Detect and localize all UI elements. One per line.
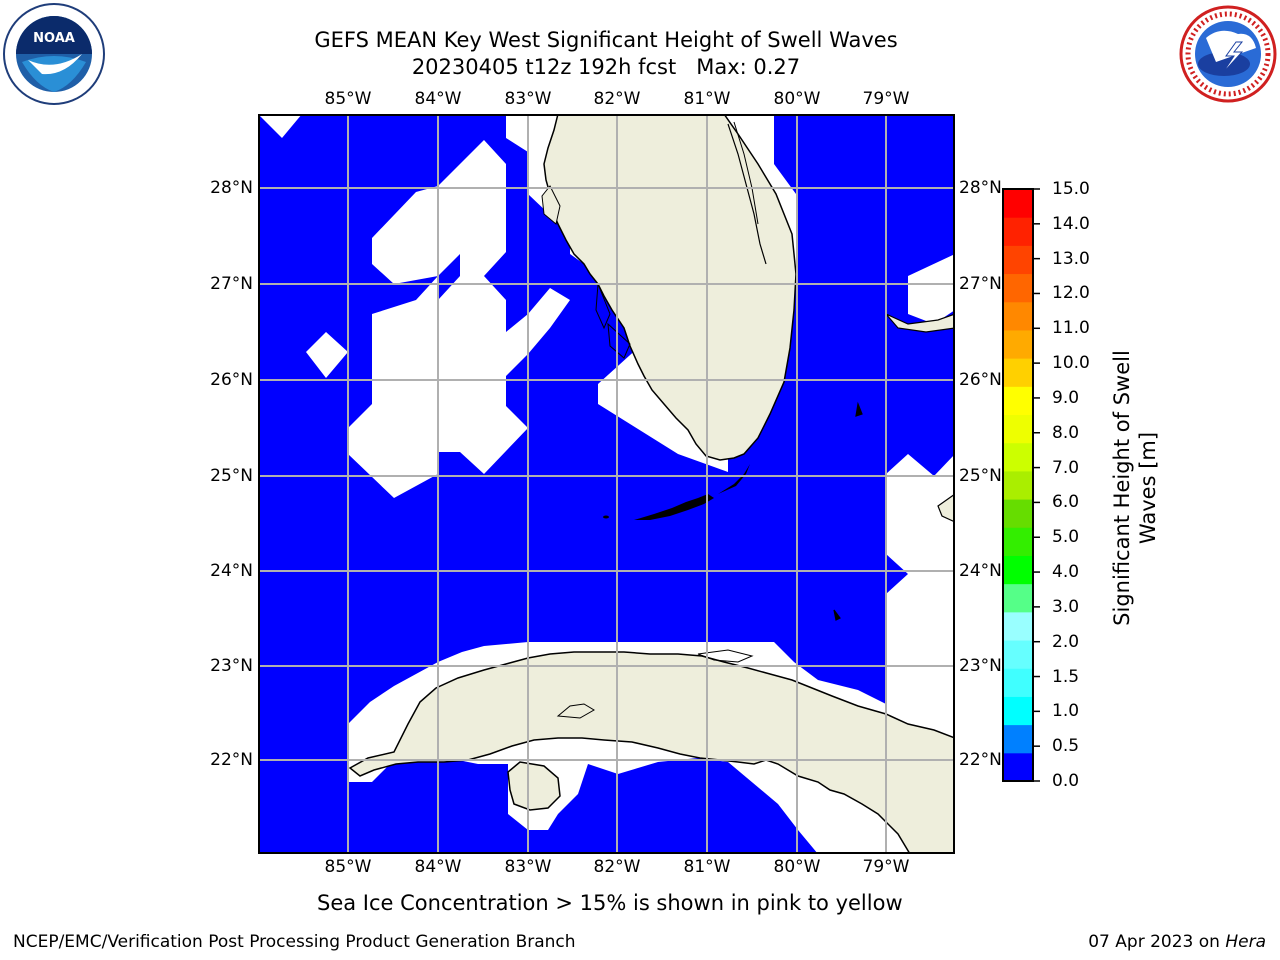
- graticule: [258, 114, 955, 854]
- colorbar-label: 6.0: [1052, 492, 1080, 513]
- colorbar-segment: [1003, 189, 1033, 218]
- colorbar-segment: [1003, 499, 1033, 528]
- colorbar-label: 1.0: [1052, 701, 1080, 722]
- footer-date: 07 Apr 2023 on: [1088, 932, 1226, 952]
- colorbar-segment: [1003, 724, 1033, 754]
- colorbar-label: 0.5: [1052, 736, 1080, 757]
- lat-tick-left: 25°N: [210, 466, 253, 486]
- colorbar-segment: [1003, 752, 1033, 782]
- colorbar-label: 5.0: [1052, 527, 1080, 548]
- sea-ice-note: Sea Ice Concentration > 15% is shown in …: [317, 891, 903, 915]
- map-frame: [258, 114, 955, 854]
- colorbar-title: Significant Height of Swell Waves [m]: [1109, 343, 1161, 633]
- land-florida: [541, 114, 797, 461]
- lat-tick-left: 23°N: [210, 656, 253, 676]
- lon-tick-bottom: 84°W: [414, 857, 462, 877]
- colorbar-segment: [1003, 358, 1033, 387]
- colorbar-segment: [1003, 386, 1033, 416]
- footer-left: NCEP/EMC/Verification Post Processing Pr…: [13, 932, 576, 952]
- lon-tick-bottom: 85°W: [324, 857, 372, 877]
- colorbar-title-line1: Significant Height of Swell: [1110, 350, 1134, 626]
- colorbar-segment: [1003, 329, 1033, 359]
- lat-tick-right: 22°N: [959, 750, 1002, 770]
- colorbar-label: 9.0: [1052, 387, 1080, 408]
- colorbar-label: 8.0: [1052, 422, 1080, 443]
- noaa-logo-text: NOAA: [33, 31, 75, 46]
- colorbar-segment: [1003, 640, 1033, 669]
- colorbar-label: 2.0: [1052, 631, 1080, 652]
- colorbar-label: 1.5: [1052, 666, 1080, 687]
- lon-tick-top: 82°W: [593, 89, 641, 109]
- lon-tick-top: 81°W: [683, 89, 731, 109]
- lon-tick-top: 79°W: [862, 89, 910, 109]
- lat-tick-left: 28°N: [210, 178, 253, 198]
- colorbar-segment: [1003, 301, 1033, 331]
- colorbar-label: 15.0: [1052, 179, 1090, 199]
- lat-tick-left: 22°N: [210, 750, 253, 770]
- colorbar-label: 11.0: [1052, 318, 1090, 339]
- lat-tick-left: 24°N: [210, 561, 253, 581]
- lat-tick-right: 24°N: [959, 561, 1002, 581]
- colorbar-segment: [1003, 611, 1033, 641]
- colorbar-segment: [1003, 527, 1033, 556]
- lon-tick-top: 80°W: [773, 89, 821, 109]
- chart-title-line1: GEFS MEAN Key West Significant Height of…: [314, 28, 898, 52]
- lat-tick-right: 27°N: [959, 274, 1002, 294]
- colorbar: [1002, 188, 1040, 782]
- lon-tick-bottom: 79°W: [862, 857, 910, 877]
- lat-tick-left: 26°N: [210, 370, 253, 390]
- land-florida-keys: [603, 464, 750, 520]
- lon-tick-top: 84°W: [414, 89, 462, 109]
- colorbar-label: 12.0: [1052, 283, 1090, 304]
- colorbar-title-line2: Waves [m]: [1136, 431, 1160, 545]
- colorbar-segment: [1003, 696, 1033, 726]
- lon-tick-bottom: 81°W: [683, 857, 731, 877]
- footer-right: 07 Apr 2023 on Hera: [1088, 932, 1266, 952]
- lon-tick-top: 85°W: [324, 89, 372, 109]
- chart-title-line2: 20230405 t12z 192h fcst Max: 0.27: [411, 55, 801, 79]
- footer-host: Hera: [1225, 932, 1266, 952]
- colorbar-label: 13.0: [1052, 248, 1090, 269]
- colorbar-label: 4.0: [1052, 562, 1080, 583]
- land-cuba: [348, 649, 955, 854]
- lat-tick-right: 28°N: [959, 178, 1002, 198]
- lat-tick-right: 25°N: [959, 466, 1002, 486]
- nws-logo-icon: [1179, 5, 1277, 103]
- colorbar-segment: [1003, 273, 1033, 303]
- lon-tick-top: 83°W: [504, 89, 552, 109]
- colorbar-segment: [1003, 555, 1033, 585]
- colorbar-segment: [1003, 414, 1033, 444]
- lon-tick-bottom: 82°W: [593, 857, 641, 877]
- colorbar-segment: [1003, 668, 1033, 697]
- lon-tick-bottom: 80°W: [773, 857, 821, 877]
- colorbar-segment: [1003, 583, 1033, 613]
- noaa-logo-icon: NOAA: [3, 3, 105, 105]
- colorbar-segment: [1003, 217, 1033, 246]
- lat-tick-left: 27°N: [210, 274, 253, 294]
- colorbar-label: 10.0: [1052, 353, 1090, 374]
- colorbar-segment: [1003, 245, 1033, 275]
- colorbar-label: 3.0: [1052, 596, 1080, 617]
- lat-tick-right: 23°N: [959, 656, 1002, 676]
- colorbar-segment: [1003, 470, 1033, 500]
- lon-tick-bottom: 83°W: [504, 857, 552, 877]
- lat-tick-right: 26°N: [959, 370, 1002, 390]
- land-bahamas: [833, 313, 955, 621]
- map-panel: [258, 114, 955, 854]
- colorbar-label: 14.0: [1052, 213, 1090, 234]
- colorbar-label: 7.0: [1052, 457, 1080, 478]
- colorbar-label: 0.0: [1052, 771, 1080, 791]
- colorbar-segment: [1003, 442, 1033, 472]
